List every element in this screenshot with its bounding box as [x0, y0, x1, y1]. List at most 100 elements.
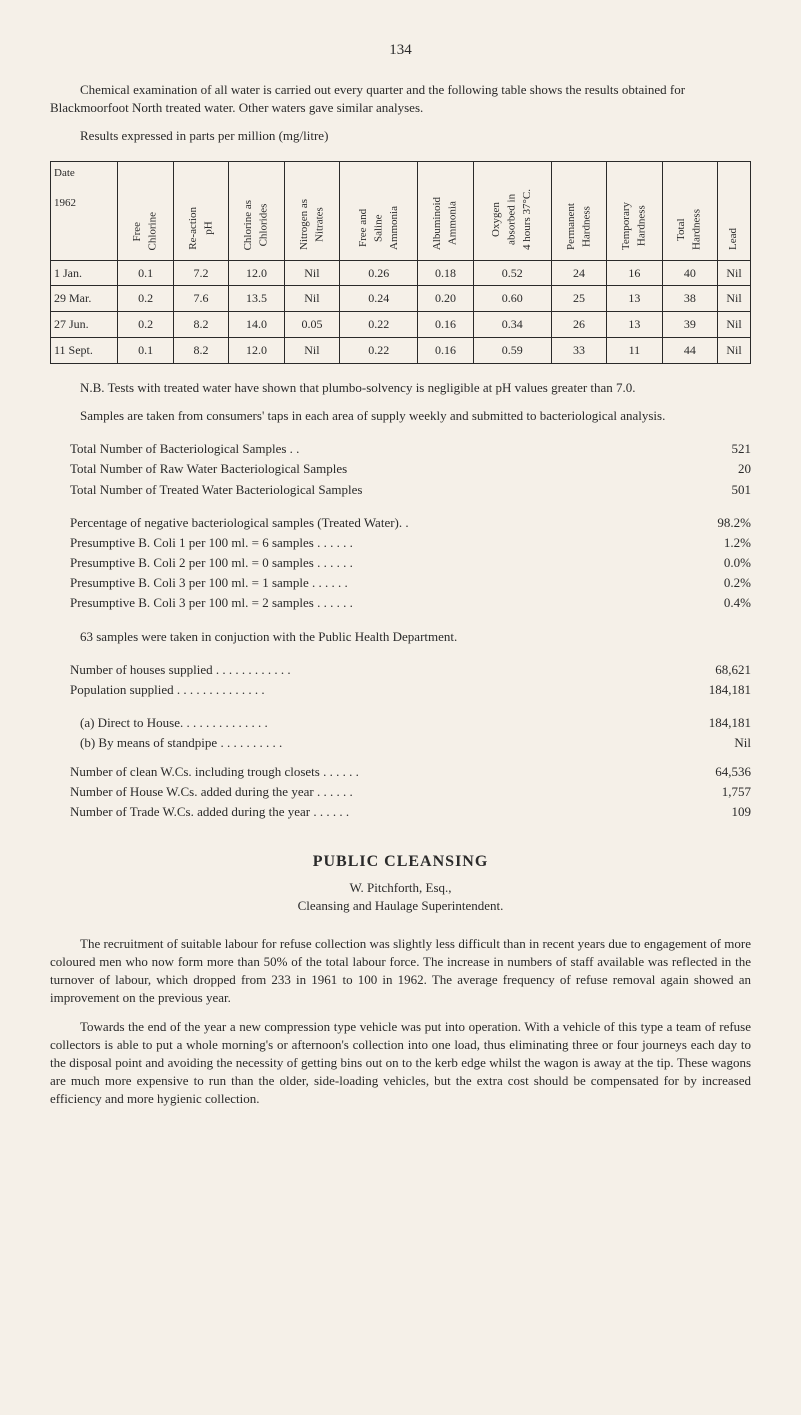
table-cell: 24	[551, 260, 606, 286]
page-number: 134	[50, 40, 751, 61]
stat-value: 20	[681, 460, 751, 478]
stat-value: 0.4%	[681, 594, 751, 612]
stats-block-3: Number of houses supplied . . . . . . . …	[70, 661, 751, 699]
stat-label: (a) Direct to House. . . . . . . . . . .…	[80, 714, 681, 732]
stats-block-4: Number of clean W.Cs. including trough c…	[70, 763, 751, 822]
table-cell: 8.2	[173, 337, 228, 363]
conjuction-paragraph: 63 samples were taken in conjuction with…	[50, 628, 751, 646]
table-header-cell: Free and Saline Ammonia	[340, 161, 418, 260]
cleansing-para-1: The recruitment of suitable labour for r…	[50, 935, 751, 1008]
stat-value: 0.2%	[681, 574, 751, 592]
table-row: 1 Jan.0.17.212.0Nil0.260.180.52241640Nil	[51, 260, 751, 286]
stat-label: Presumptive B. Coli 3 per 100 ml. = 2 sa…	[70, 594, 681, 612]
table-cell: 0.1	[118, 260, 173, 286]
stat-row: Total Number of Raw Water Bacteriologica…	[70, 460, 751, 478]
table-cell: 11 Sept.	[51, 337, 118, 363]
water-analysis-table: Date 1962Free ChlorineRe-action pHChlori…	[50, 161, 751, 364]
stat-value: 1.2%	[681, 534, 751, 552]
table-cell: Nil	[718, 312, 751, 338]
table-row: 29 Mar.0.27.613.5Nil0.240.200.60251338Ni…	[51, 286, 751, 312]
stat-label: Total Number of Raw Water Bacteriologica…	[70, 460, 681, 478]
table-row: 27 Jun.0.28.214.00.050.220.160.34261339N…	[51, 312, 751, 338]
table-header-cell: Re-action pH	[173, 161, 228, 260]
nb-paragraph: N.B. Tests with treated water have shown…	[50, 379, 751, 397]
table-cell: 0.1	[118, 337, 173, 363]
table-caption: Results expressed in parts per million (…	[50, 127, 751, 145]
table-cell: 38	[662, 286, 717, 312]
table-cell: 13	[607, 312, 662, 338]
author-line: W. Pitchforth, Esq.,	[349, 880, 451, 895]
table-cell: 25	[551, 286, 606, 312]
stat-label: Number of clean W.Cs. including trough c…	[70, 763, 681, 781]
stat-label: Number of houses supplied . . . . . . . …	[70, 661, 681, 679]
stat-value: 0.0%	[681, 554, 751, 572]
cleansing-para-2: Towards the end of the year a new compre…	[50, 1018, 751, 1109]
table-cell: 0.34	[473, 312, 551, 338]
table-cell: 12.0	[229, 260, 284, 286]
stat-row: Presumptive B. Coli 3 per 100 ml. = 2 sa…	[70, 594, 751, 612]
table-cell: 0.59	[473, 337, 551, 363]
intro-paragraph: Chemical examination of all water is car…	[50, 81, 751, 117]
table-cell: 0.18	[418, 260, 473, 286]
stat-row: Population supplied . . . . . . . . . . …	[70, 681, 751, 699]
table-cell: 1 Jan.	[51, 260, 118, 286]
stat-row: Presumptive B. Coli 3 per 100 ml. = 1 sa…	[70, 574, 751, 592]
table-row: 11 Sept.0.18.212.0Nil0.220.160.59331144N…	[51, 337, 751, 363]
table-cell: Nil	[718, 286, 751, 312]
stat-value: 1,757	[681, 783, 751, 801]
stat-value: 109	[681, 803, 751, 821]
table-cell: 16	[607, 260, 662, 286]
table-cell: 13.5	[229, 286, 284, 312]
table-cell: 0.26	[340, 260, 418, 286]
table-cell: 0.60	[473, 286, 551, 312]
stat-label: Number of Trade W.Cs. added during the y…	[70, 803, 681, 821]
stat-label: Presumptive B. Coli 2 per 100 ml. = 0 sa…	[70, 554, 681, 572]
stat-row: Number of houses supplied . . . . . . . …	[70, 661, 751, 679]
stat-label: Total Number of Treated Water Bacteriolo…	[70, 481, 681, 499]
table-cell: 33	[551, 337, 606, 363]
stat-row: Total Number of Treated Water Bacteriolo…	[70, 481, 751, 499]
table-cell: 7.6	[173, 286, 228, 312]
table-cell: 7.2	[173, 260, 228, 286]
table-header-cell: Albuminoid Ammonia	[418, 161, 473, 260]
stat-row: Number of House W.Cs. added during the y…	[70, 783, 751, 801]
table-header-cell: Nitrogen as Nitrates	[284, 161, 339, 260]
stat-value: Nil	[681, 734, 751, 752]
table-header-cell: Total Hardness	[662, 161, 717, 260]
table-cell: 29 Mar.	[51, 286, 118, 312]
stat-label: Presumptive B. Coli 3 per 100 ml. = 1 sa…	[70, 574, 681, 592]
stat-row: Number of Trade W.Cs. added during the y…	[70, 803, 751, 821]
stats-block-3-inner: (a) Direct to House. . . . . . . . . . .…	[80, 714, 751, 752]
table-cell: 44	[662, 337, 717, 363]
table-header-cell: Permanent Hardness	[551, 161, 606, 260]
stat-row: Percentage of negative bacteriological s…	[70, 514, 751, 532]
stat-label: Number of House W.Cs. added during the y…	[70, 783, 681, 801]
table-cell: 0.16	[418, 312, 473, 338]
stat-value: 501	[681, 481, 751, 499]
table-cell: Nil	[718, 337, 751, 363]
table-cell: 0.16	[418, 337, 473, 363]
samples-paragraph: Samples are taken from consumers' taps i…	[50, 407, 751, 425]
table-cell: 0.05	[284, 312, 339, 338]
table-cell: 0.2	[118, 312, 173, 338]
stats-block-2: Percentage of negative bacteriological s…	[70, 514, 751, 613]
table-cell: 0.22	[340, 312, 418, 338]
table-cell: Nil	[284, 260, 339, 286]
table-cell: 27 Jun.	[51, 312, 118, 338]
stat-row: Presumptive B. Coli 2 per 100 ml. = 0 sa…	[70, 554, 751, 572]
table-cell: 12.0	[229, 337, 284, 363]
table-cell: 14.0	[229, 312, 284, 338]
stat-row: (b) By means of standpipe . . . . . . . …	[80, 734, 751, 752]
table-header-cell: Date 1962	[51, 161, 118, 260]
table-header-cell: Oxygen absorbed in 4 hours 37°C.	[473, 161, 551, 260]
stat-value: 68,621	[681, 661, 751, 679]
stat-label: Total Number of Bacteriological Samples …	[70, 440, 681, 458]
table-cell: Nil	[284, 337, 339, 363]
stat-value: 184,181	[681, 714, 751, 732]
table-header-cell: Temporary Hardness	[607, 161, 662, 260]
stat-value: 98.2%	[681, 514, 751, 532]
table-cell: 13	[607, 286, 662, 312]
stat-value: 521	[681, 440, 751, 458]
table-cell: 0.22	[340, 337, 418, 363]
cleansing-subtitle: W. Pitchforth, Esq., Cleansing and Haula…	[50, 879, 751, 915]
